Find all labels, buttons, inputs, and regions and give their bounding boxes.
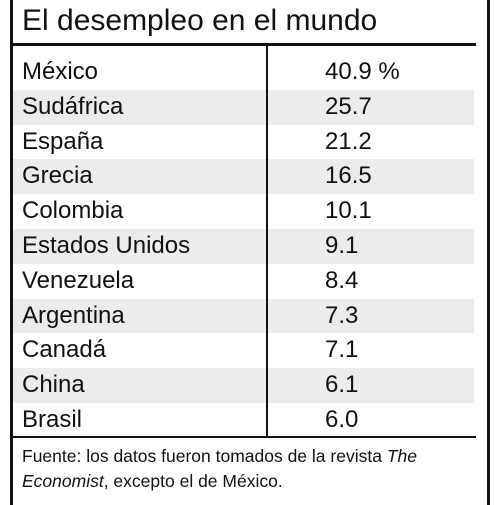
table-row: Argentina 7.3	[13, 298, 474, 334]
value-cell: 10.1	[325, 197, 372, 225]
table-row: Canadá 7.1	[13, 333, 474, 368]
source-publication: The Economist	[22, 446, 417, 491]
value-cell: 21.2	[325, 127, 372, 155]
source-suffix: , excepto el de México.	[103, 471, 283, 491]
table-row: China 6.1	[13, 368, 474, 403]
table-row: Estados Unidos 9.1	[13, 228, 474, 264]
source-prefix: Fuente: los datos fueron tomados de la r…	[22, 446, 382, 466]
table-row: Colombia 10.1	[13, 194, 474, 229]
value-cell: 16.5	[325, 162, 372, 190]
country-cell: Grecia	[22, 162, 93, 190]
source-note: Fuente: los datos fueron tomados de la r…	[22, 444, 477, 494]
country-cell: México	[22, 58, 99, 85]
table-row: España 21.2	[13, 125, 474, 160]
value-cell: 7.1	[325, 336, 359, 364]
value-cell: 6.1	[325, 371, 359, 399]
table-bottom-rule	[13, 436, 476, 438]
table-row: Venezuela 8.4	[13, 264, 474, 299]
table-row: México 40.9 %	[13, 55, 474, 90]
country-cell: Sudáfrica	[22, 92, 124, 120]
value-cell: 9.1	[325, 231, 359, 259]
country-cell: Colombia	[22, 197, 124, 225]
country-cell: Venezuela	[22, 266, 135, 294]
value-cell: 25.7	[325, 92, 372, 120]
value-cell: 40.9 %	[325, 58, 400, 85]
country-cell: Canadá	[22, 336, 107, 364]
table-row: Sudáfrica 25.7	[13, 89, 474, 125]
country-cell: España	[22, 127, 104, 155]
chart-title: El desempleo en el mundo	[22, 4, 378, 37]
left-border	[10, 0, 13, 505]
value-cell: 7.3	[325, 301, 359, 329]
country-cell: China	[22, 371, 85, 399]
column-divider	[266, 46, 268, 436]
table-row: Brasil 6.0	[13, 403, 474, 438]
value-cell: 8.4	[325, 266, 359, 294]
right-border	[487, 0, 490, 505]
value-cell: 6.0	[325, 405, 359, 433]
unemployment-table: México 40.9 % Sudáfrica 25.7 España 21.2 Greci…	[13, 55, 474, 438]
table-row: Grecia 16.5	[13, 159, 474, 195]
title-rule	[13, 43, 476, 46]
country-cell: Argentina	[22, 301, 125, 329]
country-cell: Estados Unidos	[22, 231, 191, 259]
country-cell: Brasil	[22, 405, 83, 433]
